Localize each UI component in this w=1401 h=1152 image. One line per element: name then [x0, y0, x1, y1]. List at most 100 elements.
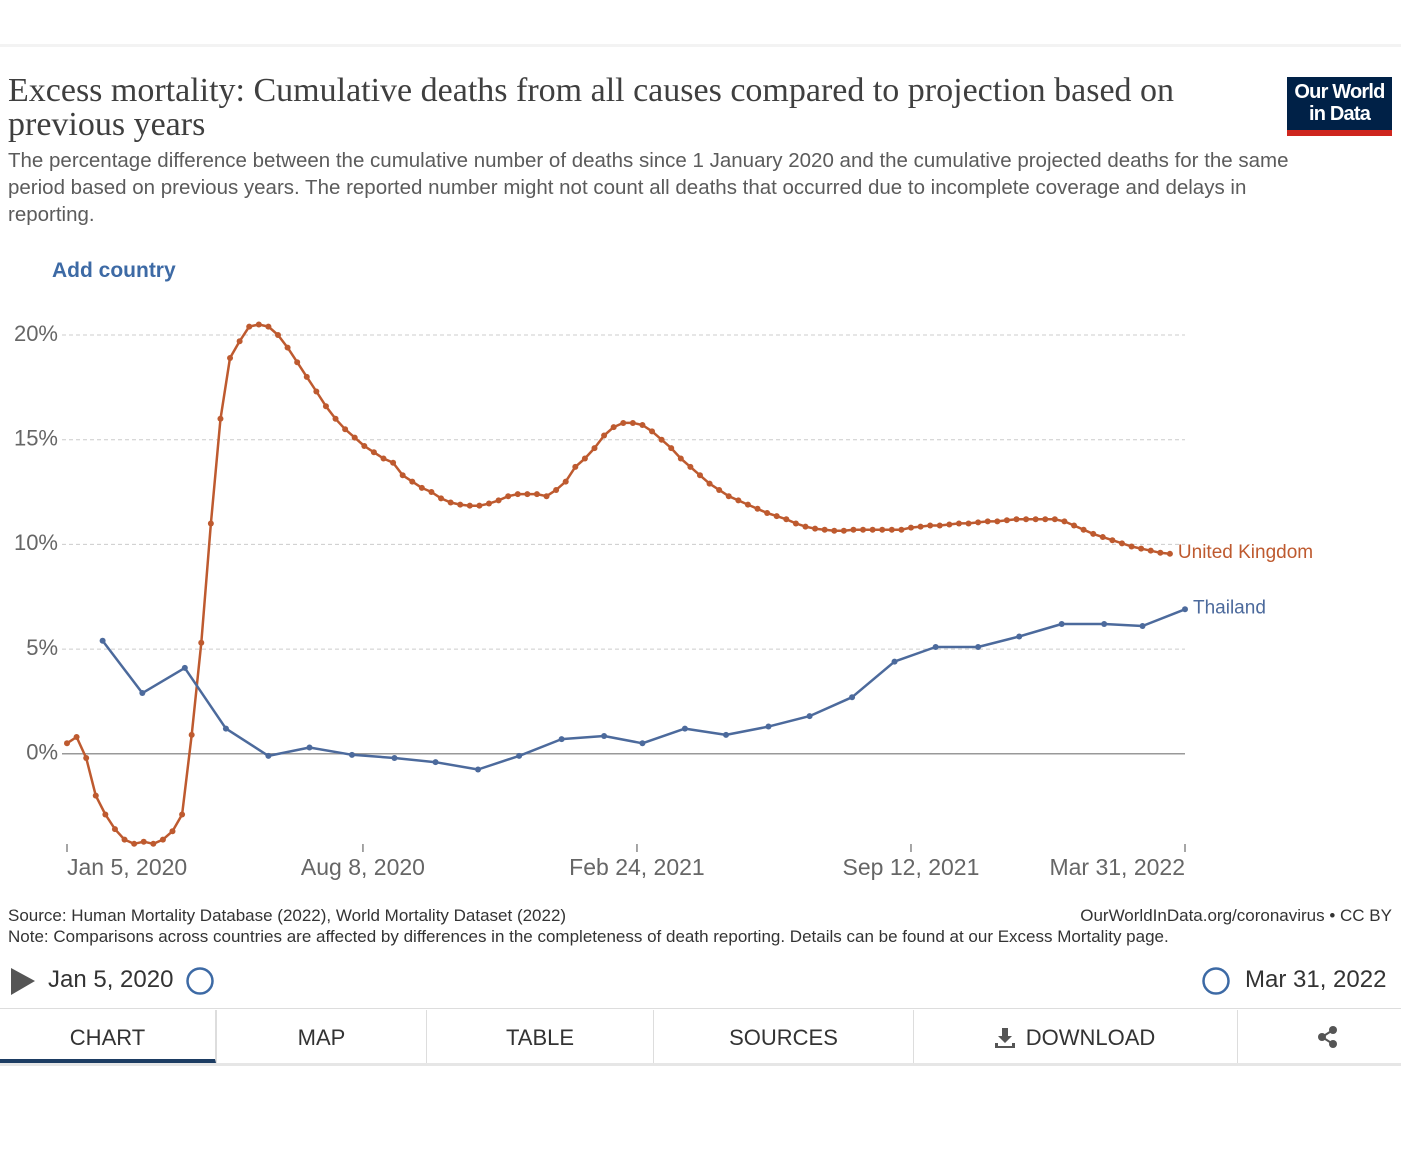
point: [342, 426, 349, 433]
point: [888, 526, 895, 533]
point: [907, 524, 914, 531]
tabs-border: [0, 1008, 1401, 1009]
point: [121, 836, 128, 843]
point: [668, 445, 675, 452]
point: [1061, 518, 1068, 525]
point: [955, 520, 962, 527]
point: [1051, 516, 1058, 523]
point: [716, 486, 723, 493]
point: [222, 725, 229, 732]
point: [975, 643, 982, 650]
point: [764, 509, 771, 516]
timeline-start: Jan 5, 2020: [48, 966, 174, 993]
point: [139, 690, 146, 697]
point: [601, 432, 608, 439]
point: [936, 522, 943, 529]
point: [932, 643, 939, 650]
point: [361, 442, 368, 449]
point: [1003, 517, 1010, 524]
add-country[interactable]: Add country: [52, 259, 176, 282]
point: [99, 637, 106, 644]
point: [274, 332, 281, 338]
point: [390, 459, 397, 466]
series-label: United Kingdom: [1178, 542, 1313, 563]
point: [1182, 606, 1188, 613]
chart-title: Excess mortality: Cumulative deaths from…: [8, 72, 1175, 143]
tab-chart[interactable]: CHART: [0, 1010, 216, 1063]
timeline-handle[interactable]: [185, 966, 215, 996]
point: [1042, 516, 1049, 523]
point: [348, 751, 355, 758]
point: [313, 388, 320, 395]
point: [658, 436, 665, 443]
point: [1071, 522, 1078, 529]
point: [975, 519, 982, 526]
source: Source: Human Mortality Database (2022),…: [8, 906, 567, 925]
point: [696, 472, 703, 479]
timeline-handle[interactable]: [1201, 966, 1231, 996]
point: [111, 826, 118, 833]
tab-download[interactable]: DOWNLOAD: [914, 1010, 1238, 1063]
point: [754, 505, 761, 512]
point: [485, 500, 492, 507]
point: [735, 497, 742, 504]
point: [438, 495, 445, 502]
point: [860, 526, 867, 533]
point: [591, 445, 598, 452]
logo-line: Our World: [1294, 81, 1385, 103]
point: [850, 526, 857, 533]
point: [649, 428, 656, 435]
download-icon: [995, 1028, 1015, 1048]
point: [1023, 516, 1030, 523]
logo-line: in Data: [1308, 103, 1371, 125]
point: [73, 734, 80, 741]
play-button[interactable]: [8, 966, 38, 998]
point: [783, 516, 790, 523]
point: [181, 664, 188, 671]
license[interactable]: OurWorldInData.org/coronavirus • CC BY: [1080, 906, 1392, 925]
point: [543, 493, 550, 500]
point: [1032, 516, 1039, 523]
point: [284, 344, 291, 351]
point: [898, 526, 905, 533]
y-tick-label: 15%: [14, 426, 58, 451]
point: [131, 840, 138, 847]
play-icon: [11, 968, 35, 995]
point: [572, 463, 579, 470]
point: [802, 523, 809, 530]
point: [1118, 540, 1125, 547]
point: [370, 449, 377, 456]
tab-map[interactable]: MAP: [216, 1010, 427, 1063]
point: [265, 323, 272, 330]
point: [505, 493, 512, 500]
tabs-bottom: [0, 1063, 1401, 1066]
point: [332, 415, 339, 422]
note: Note: Comparisons across countries are a…: [8, 927, 1169, 946]
point: [432, 759, 439, 766]
point: [558, 736, 565, 743]
point: [765, 723, 772, 730]
point: [601, 732, 608, 739]
point: [1099, 534, 1106, 541]
point: [236, 338, 243, 345]
point: [706, 480, 713, 487]
logo[interactable]: Our World in Data: [1287, 77, 1392, 136]
tab-sources[interactable]: SOURCES: [654, 1010, 914, 1063]
point: [629, 419, 636, 426]
point: [303, 373, 310, 380]
point: [188, 731, 195, 738]
point: [725, 493, 732, 500]
handle-circle: [186, 967, 214, 995]
tab-table[interactable]: TABLE: [427, 1010, 654, 1063]
point: [610, 424, 617, 431]
point: [217, 415, 224, 422]
point: [723, 731, 730, 738]
point: [351, 434, 358, 441]
point: [83, 754, 90, 761]
point: [306, 744, 313, 751]
point: [620, 419, 627, 426]
point: [927, 522, 934, 529]
point: [64, 740, 70, 747]
